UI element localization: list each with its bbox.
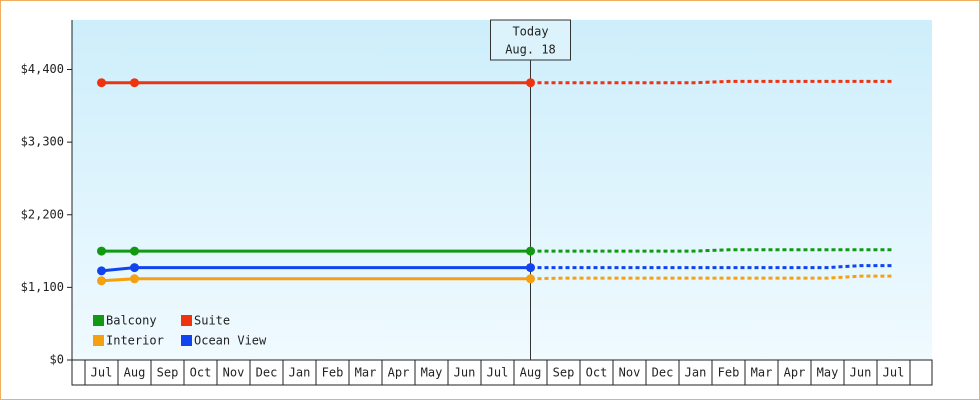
today-date: Aug. 18 [505, 43, 556, 57]
x-tick-label: Mar [355, 366, 377, 380]
x-tick-label: Aug [520, 366, 542, 380]
x-axis-cell [71, 359, 86, 386]
x-axis-cell [876, 359, 911, 386]
x-axis-cell [843, 359, 878, 386]
x-tick-label: Jul [883, 366, 905, 380]
forecast-line [530, 264, 894, 270]
legend-label: Ocean View [194, 334, 267, 348]
x-tick-label: Dec [652, 366, 674, 380]
price-point [526, 274, 535, 284]
price-point [526, 78, 535, 88]
x-tick-label: Aug [124, 366, 146, 380]
x-axis-cell [711, 359, 746, 386]
x-tick-label: Dec [256, 366, 278, 380]
x-tick-label: Jan [289, 366, 311, 380]
price-point [97, 276, 106, 286]
x-axis-cell [777, 359, 812, 386]
today-box [490, 19, 571, 61]
price-point [130, 246, 139, 256]
legend-swatch [181, 315, 192, 326]
x-axis-cell [744, 359, 779, 386]
legend-swatch [93, 335, 104, 346]
x-axis-cell [183, 359, 218, 386]
forecast-line [530, 248, 894, 253]
y-tick-label: $3,300 [21, 135, 64, 149]
x-tick-label: Oct [586, 366, 608, 380]
x-axis-cell [546, 359, 581, 386]
x-tick-label: Jul [91, 366, 113, 380]
x-tick-label: Feb [322, 366, 344, 380]
x-tick-label: Apr [784, 366, 806, 380]
x-axis-cell [315, 359, 350, 386]
price-line [101, 277, 531, 283]
x-tick-label: Nov [619, 366, 641, 380]
price-point [130, 263, 139, 273]
y-tick-label: $4,400 [21, 62, 64, 76]
x-axis-cell [150, 359, 185, 386]
price-point [526, 263, 535, 273]
x-tick-label: Jun [850, 366, 872, 380]
y-tick-label: $1,100 [21, 280, 64, 294]
x-tick-label: May [817, 366, 839, 380]
price-point [97, 246, 106, 256]
x-axis-cell [117, 359, 152, 386]
x-axis-cell [381, 359, 416, 386]
forecast-line [530, 79, 894, 85]
x-axis-cell [447, 359, 482, 386]
x-axis-cell [216, 359, 251, 386]
y-tick-label: $2,200 [21, 207, 64, 221]
legend-swatch [93, 315, 104, 326]
x-axis-cell [84, 359, 119, 386]
x-tick-label: Jan [685, 366, 707, 380]
legend-label: Interior [106, 334, 164, 348]
x-axis-cell [579, 359, 614, 386]
x-axis-cell [645, 359, 680, 386]
x-tick-label: May [421, 366, 443, 380]
x-tick-label: Jul [487, 366, 509, 380]
x-tick-label: Nov [223, 366, 245, 380]
x-axis-cell [810, 359, 845, 386]
x-axis-cell [909, 359, 933, 386]
price-point [130, 78, 139, 88]
price-point [526, 246, 535, 256]
x-tick-label: Sep [157, 366, 179, 380]
price-point [130, 274, 139, 284]
price-point [97, 266, 106, 276]
x-tick-label: Sep [553, 366, 575, 380]
x-tick-label: Jun [454, 366, 476, 380]
plot-area [72, 20, 932, 360]
forecast-line [530, 274, 894, 281]
x-tick-label: Oct [190, 366, 212, 380]
price-line [101, 266, 531, 273]
x-axis-cell [678, 359, 713, 386]
x-tick-label: Apr [388, 366, 410, 380]
legend-label: Suite [194, 314, 230, 328]
x-tick-label: Mar [751, 366, 773, 380]
price-point [97, 78, 106, 88]
x-axis-cell [480, 359, 515, 386]
x-tick-label: Feb [718, 366, 740, 380]
legend-swatch [181, 335, 192, 346]
y-tick-label: $0 [50, 353, 64, 367]
legend-label: Balcony [106, 314, 157, 328]
today-title: Today [512, 25, 548, 39]
